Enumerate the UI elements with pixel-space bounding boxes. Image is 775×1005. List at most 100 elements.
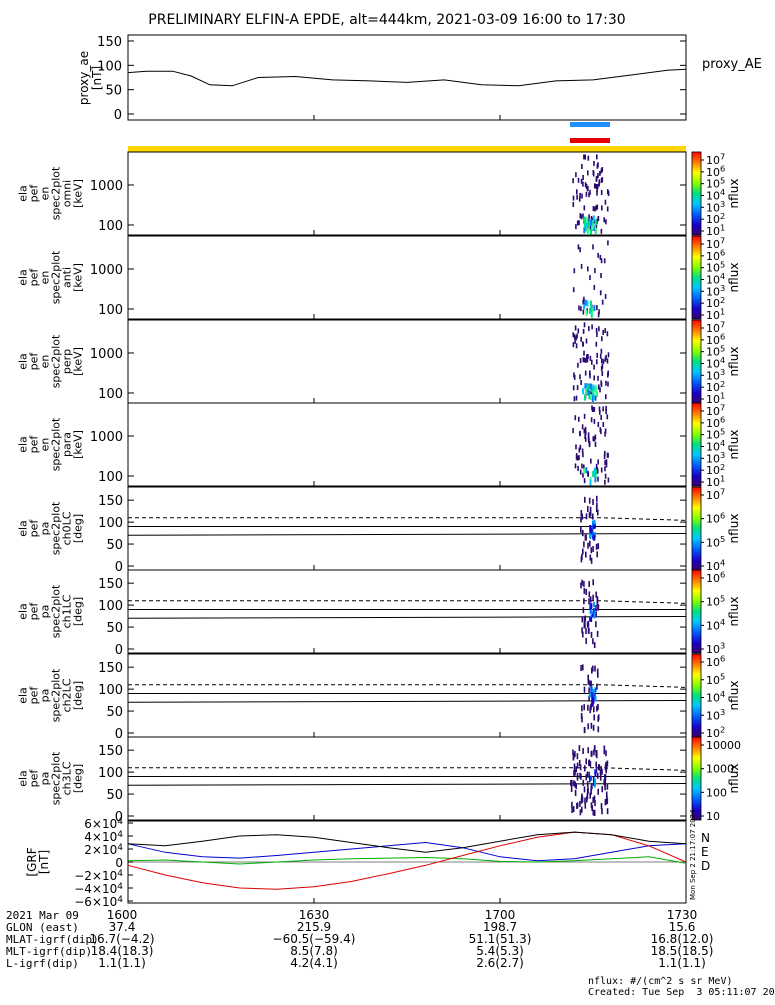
colorbar-tick-label: 106 — [706, 163, 725, 178]
spectrogram-pixel — [576, 333, 578, 339]
plot-frame-pa_spec-ch1LC — [127, 569, 687, 654]
ylabel-line: pa — [39, 689, 52, 703]
ylabel-line: pef — [28, 184, 41, 203]
spectrogram-pixel — [587, 542, 589, 549]
spectrogram-pixel — [596, 683, 598, 690]
spectrogram-pixel — [580, 773, 582, 780]
spectrogram-pixel — [583, 704, 585, 711]
spectrogram-pixel — [582, 341, 584, 347]
spectrogram-pixel — [577, 465, 579, 471]
spectrogram-pixel — [583, 467, 586, 474]
ylabel-line: spec2plot — [50, 334, 63, 388]
spectrogram-pixel — [576, 762, 579, 769]
spectrogram-pixel — [605, 459, 608, 465]
spectrogram-pixel — [596, 772, 599, 779]
spectrogram-pixel — [595, 611, 597, 618]
spectrogram-pixel — [589, 355, 592, 361]
spectrogram-pixel — [600, 168, 603, 174]
spectrogram-pixel — [587, 472, 589, 477]
chart-title: PRELIMINARY ELFIN-A EPDE, alt=444km, 202… — [148, 12, 625, 28]
spectrogram-pixel — [597, 476, 599, 482]
spectrogram-pixel — [581, 806, 583, 813]
ytick-label: 0 — [115, 810, 123, 825]
spectrogram-pixel — [578, 305, 580, 311]
spectrogram-pixel — [583, 322, 586, 328]
ytick-label: 50 — [106, 621, 123, 636]
spectrogram-pixel — [581, 529, 584, 536]
spectrogram-pixel — [575, 395, 578, 401]
spectrogram-pixel — [574, 790, 577, 796]
spectrogram-pixel — [574, 769, 576, 776]
spectrogram-pixel — [577, 362, 579, 368]
colorbar-tick-label: 105 — [706, 259, 725, 274]
spectrogram-pixel — [578, 416, 580, 422]
spectrogram-pixel — [584, 383, 587, 390]
spectrogram-pixel — [603, 779, 605, 786]
spectrogram-pixel — [596, 187, 598, 193]
spectrogram-pixel — [579, 247, 581, 253]
spectrogram-pixel — [594, 771, 597, 777]
spectrogram-pixel — [575, 766, 577, 773]
spectrogram-pixel — [582, 472, 584, 478]
spectrogram-pixel — [592, 546, 594, 552]
spectrogram-pixel — [600, 228, 603, 234]
spectrogram-pixel — [604, 460, 606, 466]
spectrogram-pixel — [592, 692, 595, 698]
line-anti-loss-cone — [128, 600, 687, 604]
spectrogram-pixel — [597, 173, 599, 179]
footer-row-label-mlt: MLT-igrf(dip) — [6, 945, 93, 958]
spectrogram-pixel — [582, 213, 584, 219]
spectrogram-pixel — [597, 671, 599, 678]
spectrogram-pixel — [594, 219, 597, 226]
ylabel-line: spec2plot — [50, 250, 63, 304]
spectrogram-pixel — [580, 336, 582, 342]
spectrogram-pixel — [571, 780, 573, 787]
spectrogram-pixel — [601, 363, 604, 369]
spectrogram-pixel — [593, 795, 596, 802]
colorbar-tick-label: 101 — [706, 391, 725, 406]
spectrogram-pixel — [580, 510, 583, 516]
spectrogram-pixel — [589, 761, 592, 768]
spectrogram-pixel — [586, 186, 589, 192]
colorbar-label-group: nflux — [727, 347, 741, 377]
spectrogram-pixel — [592, 170, 595, 175]
spectrogram-pixel — [604, 450, 606, 456]
spectrogram-pixel — [596, 352, 598, 358]
spectrogram-pixel — [589, 792, 591, 799]
spectrogram-pixel — [594, 782, 596, 788]
ytick-label: 150 — [97, 35, 122, 50]
spectrogram-pixel — [590, 750, 593, 757]
spectrogram-pixel — [593, 810, 596, 816]
spectrogram-pixel — [604, 428, 607, 434]
colorbar-tick-label: 1000 — [706, 763, 734, 776]
spectrogram-pixel — [587, 435, 590, 441]
spectrogram-pixel — [600, 178, 603, 183]
spectrogram-pixel — [594, 395, 597, 401]
spectrogram-pixel — [585, 216, 588, 223]
spectrogram-pixel — [583, 413, 586, 419]
spectrogram-pixel — [604, 479, 606, 485]
spectrogram-pixel — [595, 183, 597, 189]
spectrogram-pixel — [572, 202, 575, 207]
spectrogram-pixel — [603, 745, 606, 752]
spectrogram-pixel — [601, 336, 603, 342]
spectrogram-pixel — [597, 375, 599, 381]
spectrogram-pixel — [605, 462, 608, 468]
spectrogram-pixel — [584, 765, 586, 772]
spectrogram-pixel — [589, 680, 591, 687]
spectrogram-pixel — [587, 389, 590, 396]
spectrogram-pixel — [601, 808, 603, 815]
ylabel-line: en — [39, 187, 52, 201]
footer-value: 15.6 — [669, 920, 696, 934]
spectrogram-pixel — [584, 394, 586, 401]
spectrogram-pixel — [580, 665, 582, 671]
spectrogram-pixel — [583, 598, 585, 605]
ytick-label: 4×104 — [84, 830, 123, 844]
spectrogram-pixel — [584, 430, 587, 436]
spectrogram-pixel — [598, 181, 600, 187]
ylabel-line: [deg] — [72, 764, 85, 793]
spectrogram-pixel — [572, 385, 575, 391]
spectrogram-pixel — [586, 793, 589, 800]
spectrogram-pixel — [590, 228, 593, 235]
footer-value: 1630 — [299, 908, 330, 922]
